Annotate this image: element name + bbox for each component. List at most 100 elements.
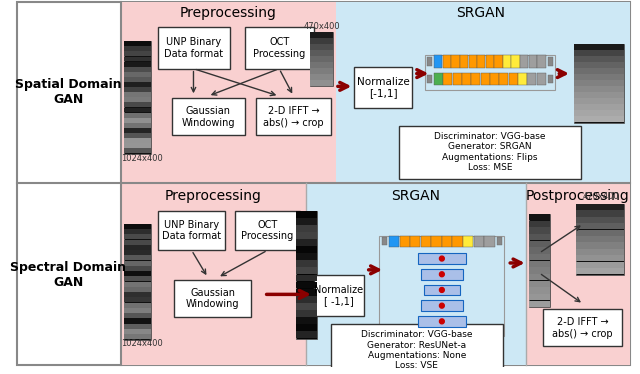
FancyBboxPatch shape (574, 98, 624, 104)
FancyBboxPatch shape (574, 56, 624, 62)
FancyBboxPatch shape (296, 253, 317, 260)
FancyBboxPatch shape (484, 236, 495, 247)
FancyBboxPatch shape (576, 268, 624, 274)
Circle shape (440, 303, 444, 308)
FancyBboxPatch shape (124, 250, 151, 255)
FancyBboxPatch shape (529, 227, 550, 234)
FancyBboxPatch shape (468, 55, 477, 68)
FancyBboxPatch shape (424, 285, 460, 295)
Text: 1024x400: 1024x400 (122, 339, 163, 348)
FancyBboxPatch shape (296, 211, 317, 338)
FancyBboxPatch shape (527, 73, 536, 85)
FancyBboxPatch shape (296, 331, 317, 338)
FancyBboxPatch shape (529, 280, 550, 287)
FancyBboxPatch shape (124, 255, 151, 260)
FancyBboxPatch shape (529, 267, 550, 274)
Text: 1024x400: 1024x400 (122, 154, 163, 163)
FancyBboxPatch shape (529, 55, 537, 68)
FancyBboxPatch shape (463, 236, 474, 247)
FancyBboxPatch shape (174, 280, 252, 317)
FancyBboxPatch shape (124, 102, 151, 107)
FancyBboxPatch shape (124, 292, 151, 297)
Text: Preprocessing: Preprocessing (164, 189, 261, 203)
FancyBboxPatch shape (574, 92, 624, 98)
FancyBboxPatch shape (529, 261, 550, 267)
FancyBboxPatch shape (296, 282, 317, 288)
FancyBboxPatch shape (382, 237, 387, 245)
FancyBboxPatch shape (296, 324, 317, 331)
FancyBboxPatch shape (124, 266, 151, 271)
Text: Postprocessing: Postprocessing (525, 189, 630, 203)
Text: 470x400: 470x400 (303, 22, 340, 31)
FancyBboxPatch shape (503, 55, 511, 68)
FancyBboxPatch shape (420, 269, 463, 280)
FancyBboxPatch shape (124, 271, 151, 276)
FancyBboxPatch shape (296, 289, 317, 295)
FancyBboxPatch shape (574, 62, 624, 68)
FancyBboxPatch shape (124, 229, 151, 234)
FancyBboxPatch shape (296, 317, 317, 324)
FancyBboxPatch shape (124, 113, 151, 117)
Text: Spatial Domain
GAN: Spatial Domain GAN (15, 78, 122, 106)
FancyBboxPatch shape (576, 249, 624, 255)
FancyBboxPatch shape (574, 104, 624, 110)
FancyBboxPatch shape (310, 33, 333, 86)
FancyBboxPatch shape (443, 55, 451, 68)
FancyBboxPatch shape (336, 2, 630, 184)
FancyBboxPatch shape (574, 50, 624, 56)
Text: Gaussian
Windowing: Gaussian Windowing (181, 106, 235, 128)
FancyBboxPatch shape (529, 294, 550, 300)
Text: 470x400: 470x400 (582, 192, 619, 201)
FancyBboxPatch shape (124, 224, 151, 340)
FancyBboxPatch shape (452, 236, 463, 247)
FancyBboxPatch shape (296, 232, 317, 239)
FancyBboxPatch shape (576, 242, 624, 249)
FancyBboxPatch shape (158, 211, 225, 250)
FancyBboxPatch shape (529, 214, 550, 220)
FancyBboxPatch shape (574, 110, 624, 116)
Text: OCT
Processing: OCT Processing (241, 220, 294, 241)
FancyBboxPatch shape (314, 275, 364, 316)
FancyBboxPatch shape (536, 73, 545, 85)
Text: Spectral Domain
GAN: Spectral Domain GAN (10, 261, 126, 289)
FancyBboxPatch shape (296, 239, 317, 246)
Text: Discriminator: VGG-base
Generator: ResUNet-a
Augmentations: None
Loss: VSE: Discriminator: VGG-base Generator: ResUN… (361, 330, 472, 370)
FancyBboxPatch shape (310, 50, 333, 56)
FancyBboxPatch shape (124, 324, 151, 329)
FancyBboxPatch shape (124, 41, 151, 46)
FancyBboxPatch shape (244, 27, 314, 69)
Text: Gaussian
Windowing: Gaussian Windowing (186, 288, 239, 309)
FancyBboxPatch shape (331, 324, 502, 374)
FancyBboxPatch shape (124, 239, 151, 245)
Text: Preprocessing: Preprocessing (180, 6, 276, 20)
FancyBboxPatch shape (124, 287, 151, 292)
FancyBboxPatch shape (576, 261, 624, 268)
FancyBboxPatch shape (124, 308, 151, 313)
FancyBboxPatch shape (124, 46, 151, 51)
FancyBboxPatch shape (529, 214, 550, 307)
FancyBboxPatch shape (574, 44, 624, 50)
FancyBboxPatch shape (124, 108, 151, 113)
FancyBboxPatch shape (124, 143, 151, 148)
FancyBboxPatch shape (499, 73, 508, 85)
FancyBboxPatch shape (410, 236, 420, 247)
FancyBboxPatch shape (296, 225, 317, 232)
FancyBboxPatch shape (124, 87, 151, 92)
FancyBboxPatch shape (124, 41, 151, 154)
FancyBboxPatch shape (296, 275, 317, 281)
FancyBboxPatch shape (494, 55, 502, 68)
FancyBboxPatch shape (296, 260, 317, 267)
FancyBboxPatch shape (428, 57, 432, 66)
FancyBboxPatch shape (172, 98, 244, 135)
FancyBboxPatch shape (574, 116, 624, 122)
FancyBboxPatch shape (124, 97, 151, 102)
FancyBboxPatch shape (124, 245, 151, 250)
Text: OCT
Processing: OCT Processing (253, 37, 305, 59)
FancyBboxPatch shape (548, 74, 552, 83)
FancyBboxPatch shape (124, 334, 151, 339)
FancyBboxPatch shape (124, 72, 151, 77)
FancyBboxPatch shape (310, 74, 333, 80)
FancyBboxPatch shape (529, 287, 550, 294)
FancyBboxPatch shape (486, 55, 494, 68)
FancyBboxPatch shape (296, 310, 317, 317)
